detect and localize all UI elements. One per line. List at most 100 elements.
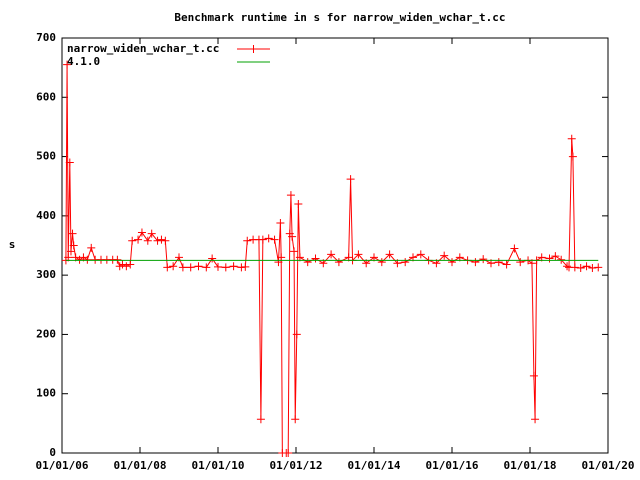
point-marker [327, 250, 336, 259]
point-marker [494, 258, 503, 267]
point-marker [118, 260, 127, 269]
point-marker [334, 258, 343, 267]
point-marker [161, 236, 170, 245]
point-marker [128, 236, 137, 245]
point-marker [292, 330, 301, 339]
y-tick-label: 600 [36, 90, 56, 103]
point-marker [471, 258, 480, 267]
point-marker [576, 264, 585, 273]
point-marker [87, 243, 96, 252]
point-marker [194, 262, 203, 271]
point-marker [416, 250, 425, 259]
point-marker [66, 247, 75, 256]
point-marker [229, 262, 238, 271]
point-marker [69, 241, 78, 250]
x-tick-label: 01/01/06 [36, 459, 89, 472]
point-marker [202, 263, 211, 272]
point-marker [563, 262, 572, 271]
point-marker [479, 255, 488, 264]
point-marker [243, 236, 252, 245]
point-marker [557, 255, 566, 264]
point-marker [169, 262, 178, 271]
point-marker [157, 235, 166, 244]
point-marker [588, 264, 597, 273]
point-marker [385, 250, 394, 259]
y-tick-label: 400 [36, 209, 56, 222]
chart-title: Benchmark runtime in s for narrow_widen_… [174, 11, 505, 24]
point-marker [354, 250, 363, 259]
point-marker [137, 228, 146, 237]
point-marker [264, 234, 273, 243]
point-marker [258, 235, 267, 244]
point-marker [256, 415, 265, 424]
point-marker [303, 258, 312, 267]
point-marker [147, 229, 156, 238]
point-marker [126, 260, 135, 269]
point-marker [582, 262, 591, 271]
legend-label: narrow_widen_wchar_t.cc [67, 42, 219, 55]
point-marker [570, 263, 579, 272]
x-tick-label: 01/01/16 [426, 459, 479, 472]
point-marker [68, 229, 77, 238]
point-marker [63, 60, 72, 69]
point-marker [531, 415, 540, 424]
y-tick-label: 100 [36, 387, 56, 400]
point-marker [221, 263, 230, 272]
x-tick-label: 01/01/08 [114, 459, 167, 472]
point-marker [208, 254, 217, 263]
point-marker [122, 262, 131, 271]
x-tick-label: 01/01/12 [270, 459, 323, 472]
point-marker [288, 232, 297, 241]
point-marker [440, 251, 449, 260]
plot-frame [61, 37, 609, 454]
y-tick-label: 300 [36, 268, 56, 281]
point-marker [270, 235, 279, 244]
point-marker [551, 252, 560, 261]
point-marker [568, 152, 577, 161]
point-marker [241, 262, 250, 271]
point-marker [65, 158, 74, 167]
point-marker [311, 254, 320, 263]
point-marker [377, 258, 386, 267]
point-marker [83, 255, 92, 264]
point-marker [237, 263, 246, 272]
point-marker [143, 236, 152, 245]
x-tick-label: 01/01/10 [192, 459, 245, 472]
point-marker [276, 218, 285, 227]
point-marker [567, 134, 576, 143]
point-marker [290, 247, 299, 256]
y-tick-label: 500 [36, 150, 56, 163]
point-marker [516, 258, 525, 267]
point-marker [291, 415, 300, 424]
point-marker [502, 260, 511, 269]
point-marker [448, 258, 456, 267]
x-tick-label: 01/01/20 [582, 459, 635, 472]
point-marker [545, 254, 554, 263]
point-marker [510, 244, 519, 253]
y-tick-label: 0 [49, 446, 56, 459]
point-marker [284, 449, 293, 457]
point-marker [153, 236, 162, 245]
y-tick-label: 700 [36, 31, 56, 44]
point-marker [401, 258, 410, 267]
x-tick-label: 01/01/14 [348, 459, 401, 472]
point-marker [134, 235, 143, 244]
point-marker [214, 262, 222, 271]
point-marker [286, 191, 295, 200]
point-marker [594, 263, 603, 272]
point-marker [113, 255, 122, 264]
point-marker [163, 263, 172, 272]
y-axis-label: s [9, 238, 16, 251]
point-marker [178, 263, 187, 272]
point-marker [186, 263, 195, 272]
x-tick-label: 01/01/18 [504, 459, 557, 472]
legend-label: 4.1.0 [67, 55, 100, 68]
point-marker [274, 258, 283, 267]
point-marker [294, 200, 303, 208]
legend-marker [249, 45, 258, 53]
point-marker [529, 371, 538, 380]
point-marker [346, 175, 355, 184]
